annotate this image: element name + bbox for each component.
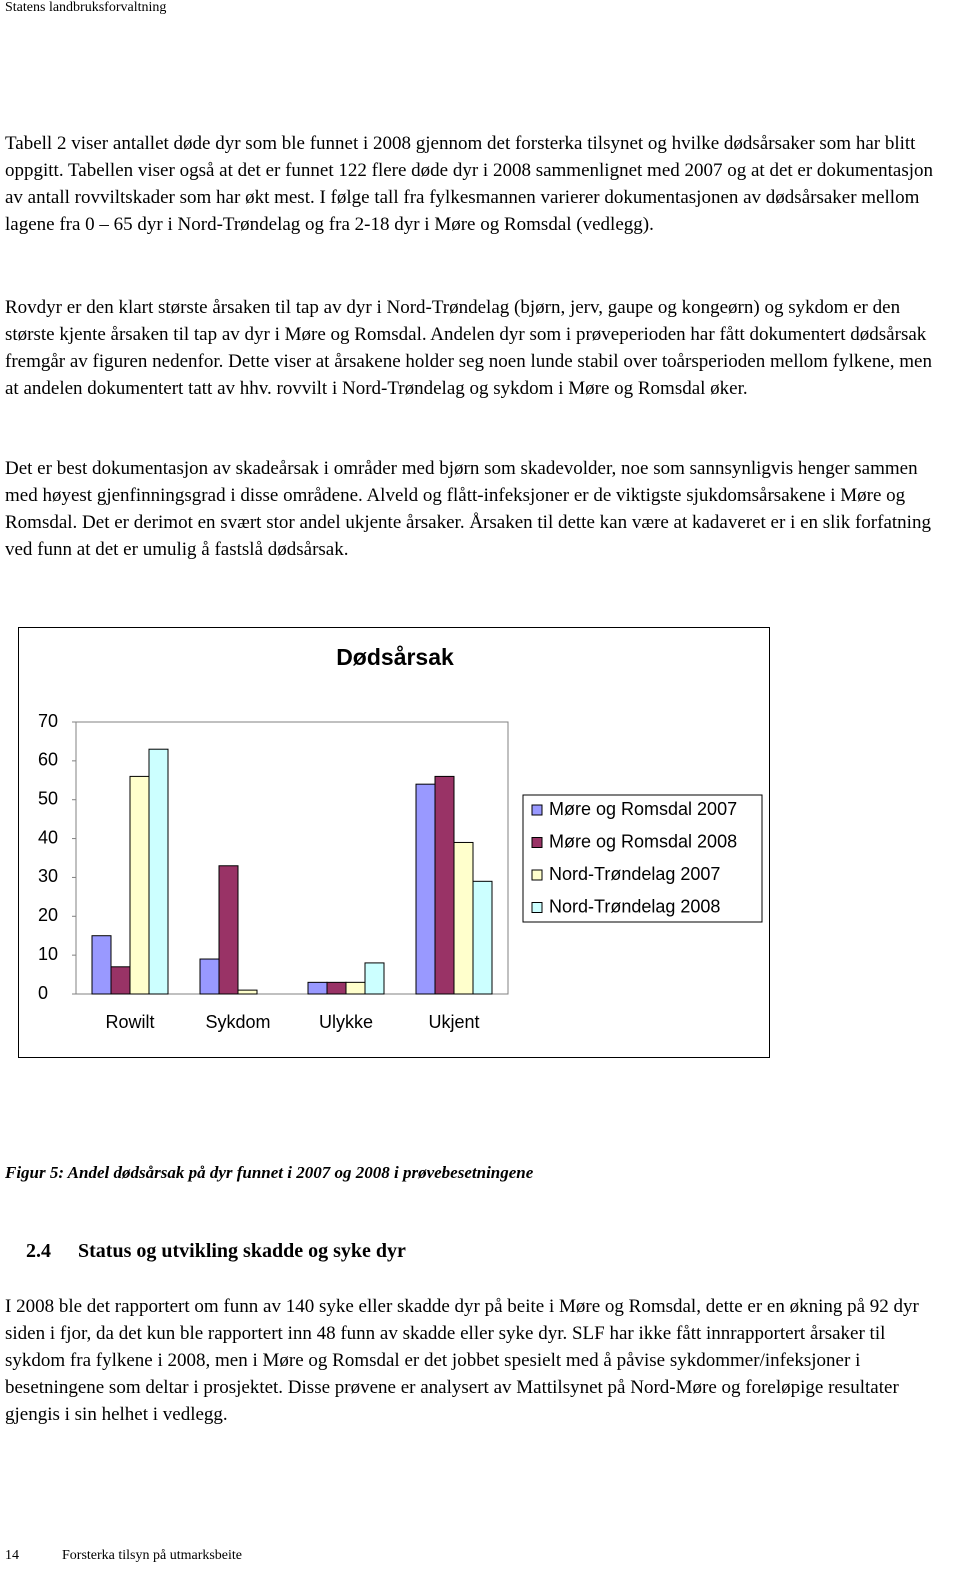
- header: Statens landbruksforvaltning: [5, 0, 167, 15]
- footer-page: 14: [5, 1548, 19, 1563]
- section-title: Status og utvikling skadde og syke dyr: [78, 1240, 406, 1262]
- bar: [307, 981, 328, 995]
- y-tick-label: 0: [38, 983, 48, 1003]
- x-tick-label: Ulykke: [319, 1012, 373, 1032]
- legend-label: Møre og Romsdal 2008: [549, 831, 737, 851]
- bar: [237, 989, 258, 995]
- legend-label: Nord-Trøndelag 2008: [549, 896, 720, 916]
- x-tick-label: Ukjent: [428, 1012, 479, 1032]
- paragraph: Tabell 2 viser antallet døde dyr som ble…: [5, 133, 934, 235]
- legend-swatch: [531, 837, 543, 848]
- bar: [472, 880, 493, 995]
- y-tick-label: 40: [38, 827, 58, 847]
- legend-swatch: [531, 902, 543, 913]
- legend: [522, 794, 763, 923]
- bar: [218, 865, 239, 995]
- y-tick-label: 10: [38, 944, 58, 964]
- legend-swatch: [531, 804, 543, 816]
- section-number: 2.4: [26, 1240, 51, 1262]
- chart: Dødsårsak 0 10 20 30 40 50 60 70 Rowilt Sykdom Uly…: [18, 627, 770, 1058]
- bar: [434, 775, 455, 995]
- bar: [110, 966, 131, 995]
- chart-title: Dødsårsak: [336, 644, 454, 670]
- paragraph: I 2008 ble det rapportert om funn av 140…: [5, 1296, 919, 1425]
- footer-title: Forsterka tilsyn på utmarksbeite: [62, 1548, 243, 1563]
- y-tick-label: 70: [38, 711, 58, 731]
- bar: [364, 962, 385, 995]
- bar: [199, 958, 220, 995]
- legend-swatch: [531, 869, 543, 881]
- legend-label: Nord-Trøndelag 2007: [549, 864, 720, 884]
- y-tick-label: 60: [38, 750, 58, 770]
- caption: Figur 5: Andel dødsårsak på dyr funnet i…: [5, 1163, 534, 1182]
- bar: [91, 935, 112, 995]
- legend-label: Møre og Romsdal 2007: [549, 799, 737, 819]
- x-tick-label: Rowilt: [105, 1012, 154, 1032]
- y-tick-label: 50: [38, 788, 58, 808]
- bar: [415, 783, 436, 995]
- bar: [129, 775, 150, 995]
- bar: [326, 981, 347, 995]
- x-tick-label: Sykdom: [205, 1012, 270, 1032]
- bar: [345, 981, 366, 995]
- bar: [453, 841, 474, 995]
- y-tick-label: 20: [38, 905, 58, 925]
- paragraph: Rovdyr er den klart største årsaken til …: [5, 297, 932, 399]
- bar: [148, 748, 169, 995]
- paragraph: Det er best dokumentasjon av skadeårsak …: [5, 458, 931, 560]
- y-tick-label: 30: [38, 866, 58, 886]
